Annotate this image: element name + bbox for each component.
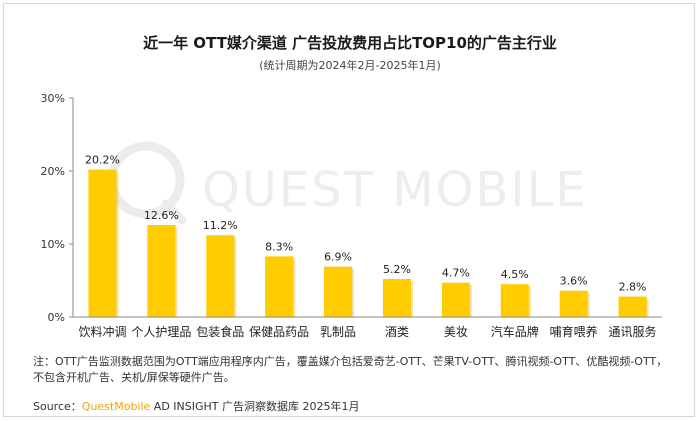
bar [324, 266, 353, 317]
x-tick-label: 饮料冲调 [78, 324, 126, 339]
x-tick-label: 汽车品牌 [491, 324, 539, 339]
y-tick-label: 30% [41, 92, 65, 105]
bar [147, 225, 176, 317]
data-label: 8.3% [265, 240, 293, 253]
chart-title: 近一年 OTT媒介渠道 广告投放费用占比TOP10的广告主行业 [143, 34, 557, 52]
chart-subtitle: (统计周期为2024年2月-2025年1月) [259, 59, 441, 72]
y-tick-label: 0% [48, 311, 65, 324]
source-brand: QuestMobile [81, 400, 151, 413]
source-line: Source：QuestMobile AD INSIGHT 广告洞察数据库 20… [33, 398, 360, 414]
data-label: 3.6% [560, 275, 588, 288]
data-label: 11.2% [203, 219, 238, 232]
bars: 20.2% 12.6% 11.2% 8.3% 6.9% 5.2% 4.7% 4.5% 3.6% 2… [85, 154, 649, 317]
bar [265, 256, 294, 317]
data-label: 4.5% [501, 268, 529, 281]
source-prefix: Source： [33, 400, 82, 413]
data-label: 6.9% [324, 251, 352, 264]
watermark: QUEST MOBILE [107, 141, 588, 225]
x-tick-label: 通讯服务 [609, 324, 657, 339]
y-tick-label: 10% [41, 238, 65, 251]
x-tick-label: 保健品药品 [249, 325, 309, 339]
x-tick-label: 包装食品 [196, 324, 244, 339]
bar [88, 169, 117, 317]
watermark-logo-tail [161, 199, 187, 225]
x-tick-label: 哺育喂养 [550, 324, 598, 339]
data-label: 5.2% [383, 263, 411, 276]
bar [206, 235, 235, 317]
bar [559, 290, 588, 317]
bar [441, 282, 470, 317]
x-tick-label: 美妆 [444, 325, 468, 339]
chart-frame [3, 3, 695, 417]
bar [500, 284, 529, 317]
y-axis: 0% 10% 20% 30% [41, 92, 74, 324]
x-axis: 饮料冲调 个人护理品 包装食品 保健品药品 乳制品 酒类 美妆 汽车品牌 哺育喂养 通讯服务 [73, 316, 662, 339]
x-tick-label: 乳制品 [320, 325, 356, 339]
data-label: 20.2% [85, 154, 120, 167]
x-tick-label: 个人护理品 [131, 325, 191, 339]
y-tick-label: 20% [41, 165, 65, 178]
footnote: 注：OTT广告监测数据范围为OTT端应用程序内广告，覆盖媒介包括爱奇艺-OTT、… [33, 355, 668, 384]
data-label: 2.8% [619, 281, 647, 294]
source-rest: AD INSIGHT 广告洞察数据库 2025年1月 [150, 400, 360, 413]
x-tick-label: 酒类 [385, 325, 409, 339]
bar [618, 296, 647, 317]
bar [382, 279, 411, 317]
data-label: 4.7% [442, 267, 470, 280]
data-label: 12.6% [144, 209, 179, 222]
watermark-text: QUEST MOBILE [202, 162, 588, 218]
